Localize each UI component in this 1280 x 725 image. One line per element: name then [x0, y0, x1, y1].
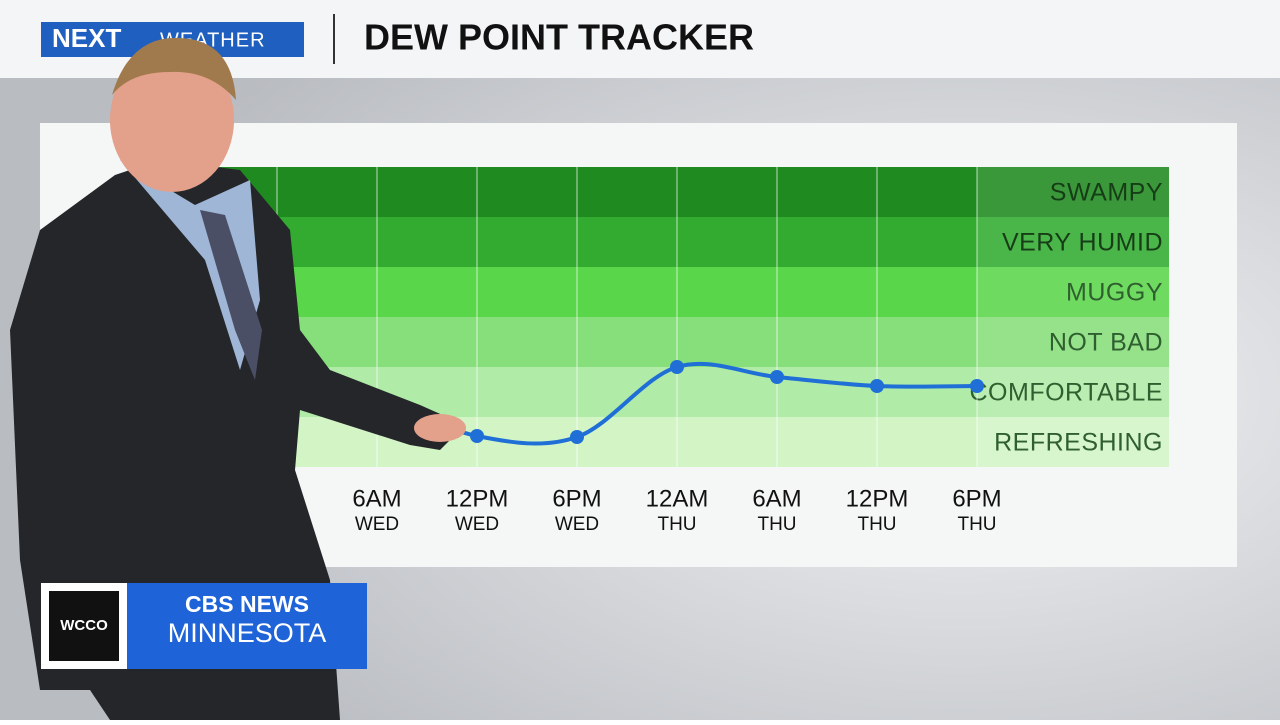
- presenter: [10, 37, 466, 720]
- shirt: [120, 160, 260, 370]
- band-label-area: [977, 367, 1169, 417]
- band: [177, 267, 1169, 317]
- region: MINNESOTA: [168, 618, 327, 648]
- band-label-area: [977, 167, 1169, 217]
- x-tick-day: THU: [657, 514, 696, 535]
- station: WCCO: [60, 617, 108, 634]
- band: [177, 217, 1169, 267]
- station-inner: [49, 591, 119, 661]
- x-tick-label: 6PM: [952, 485, 1001, 512]
- network: CBS NEWS: [185, 591, 309, 617]
- point: [570, 430, 584, 444]
- x-tick-label: 6PM: [552, 485, 601, 512]
- x-tick-day: WED: [555, 514, 599, 535]
- tie: [200, 210, 262, 380]
- point: [770, 370, 784, 384]
- x-tick-day: THU: [957, 514, 996, 535]
- band-label: COMFORTABLE: [970, 379, 1164, 407]
- x-tick-label: 6AM: [352, 485, 401, 512]
- band-label-area: [977, 267, 1169, 317]
- x-tick-day: THU: [857, 514, 896, 535]
- hand: [414, 414, 466, 442]
- x-tick-day: WED: [455, 514, 499, 535]
- x-tick-day: THU: [757, 514, 796, 535]
- point: [470, 429, 484, 443]
- band: [177, 167, 1169, 217]
- band-label-area: [977, 217, 1169, 267]
- band-label: SWAMPY: [1050, 179, 1163, 207]
- band: [177, 417, 1169, 467]
- x-tick-day: WED: [355, 514, 399, 535]
- lower-third: WCCO CBS NEWS MINNESOTA: [41, 583, 367, 669]
- logo-main: NEXT: [52, 23, 121, 53]
- band-label: NOT BAD: [1049, 329, 1163, 357]
- band-label-area: [977, 317, 1169, 367]
- x-tick-label: 12PM: [446, 485, 509, 512]
- band-label-area: [977, 417, 1169, 467]
- band: [177, 317, 1169, 367]
- x-tick-label: 6AM: [752, 485, 801, 512]
- band-label: MUGGY: [1066, 279, 1163, 307]
- point: [670, 360, 684, 374]
- title: DEW POINT TRACKER: [364, 17, 754, 58]
- network-box: [127, 583, 367, 669]
- point: [970, 379, 984, 393]
- x-tick-label: 12PM: [846, 485, 909, 512]
- point: [870, 379, 884, 393]
- band-label: REFRESHING: [994, 429, 1163, 457]
- hair: [112, 37, 236, 100]
- head: [110, 48, 234, 192]
- band-label: VERY HUMID: [1002, 229, 1163, 257]
- suit: [10, 160, 465, 720]
- x-tick-label: 12AM: [646, 485, 709, 512]
